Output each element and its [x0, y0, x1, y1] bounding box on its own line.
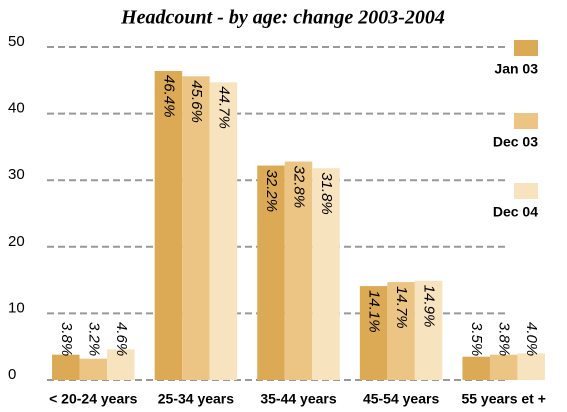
bar	[79, 358, 108, 380]
value-label: 31.8%	[318, 172, 335, 215]
bar	[462, 356, 490, 380]
value-label: 14.1%	[366, 290, 383, 333]
legend-swatch	[514, 113, 538, 129]
y-tick-label: 50	[8, 33, 25, 50]
legend-label: Dec 04	[493, 204, 538, 220]
legend-swatch	[514, 183, 538, 199]
value-label: 3.5%	[468, 322, 485, 356]
y-tick-label: 10	[8, 299, 25, 316]
bar	[107, 349, 135, 380]
bar	[209, 82, 238, 380]
bar	[284, 161, 313, 380]
x-tick-label: 55 years et +	[461, 391, 545, 407]
bar	[154, 70, 183, 380]
bar	[517, 353, 545, 380]
legend-swatch	[514, 40, 538, 56]
value-label: 44.7%	[215, 86, 232, 129]
x-tick-label: 35-44 years	[260, 391, 337, 407]
y-tick-label: 40	[8, 100, 25, 117]
value-label: 3.2%	[85, 322, 102, 356]
legend-label: Dec 03	[493, 134, 538, 150]
value-label: 32.8%	[291, 166, 308, 209]
x-tick-label: 25-34 years	[158, 391, 235, 407]
bar	[182, 76, 210, 380]
bar	[359, 286, 388, 380]
y-tick-label: 20	[8, 233, 25, 250]
bar	[312, 168, 340, 380]
value-label: 3.8%	[58, 322, 75, 356]
bar	[257, 165, 285, 380]
value-label: 46.4%	[160, 75, 177, 118]
bar	[387, 282, 415, 380]
bar	[489, 354, 518, 380]
value-label: 4.0%	[523, 322, 540, 356]
value-label: 32.2%	[263, 170, 280, 213]
value-label: 14.9%	[421, 285, 438, 328]
y-tick-label: 30	[8, 166, 25, 183]
value-label: 14.7%	[393, 286, 410, 329]
x-tick-label: 45-54 years	[363, 391, 440, 407]
legend-label: Jan 03	[494, 61, 538, 77]
bar	[52, 354, 80, 380]
value-label: 4.6%	[113, 322, 130, 356]
value-label: 3.8%	[496, 322, 513, 356]
chart-title: Headcount - by age: change 2003-2004	[120, 7, 445, 29]
x-tick-label: < 20-24 years	[49, 391, 138, 407]
y-tick-label: 0	[8, 366, 16, 383]
bar	[414, 280, 443, 380]
value-label: 45.6%	[188, 80, 205, 123]
